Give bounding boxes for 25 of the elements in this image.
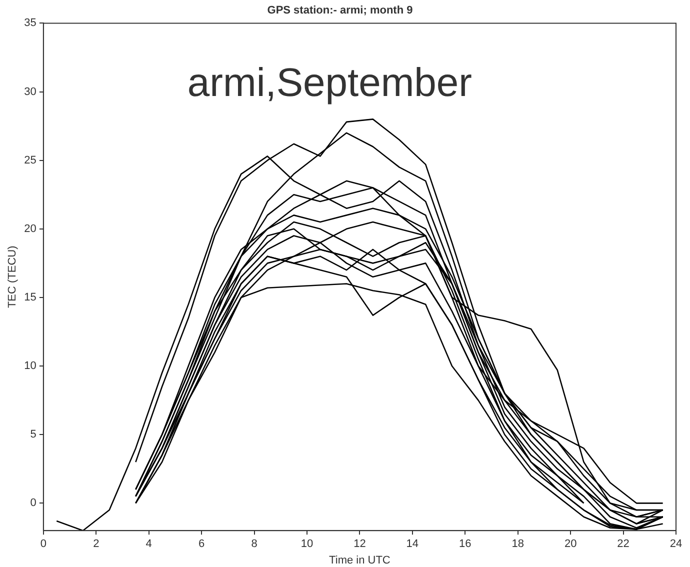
x-tick-label: 18 xyxy=(512,538,524,550)
x-tick-label: 24 xyxy=(670,538,682,550)
x-tick-label: 16 xyxy=(459,538,472,550)
x-tick-label: 12 xyxy=(354,538,366,550)
y-tick-label: 30 xyxy=(24,86,36,98)
y-tick-label: 25 xyxy=(24,154,36,166)
x-tick-label: 22 xyxy=(617,538,630,550)
y-axis-title: TEC (TECU) xyxy=(6,246,19,308)
x-tick-label: 8 xyxy=(251,538,258,550)
x-tick-label: 2 xyxy=(93,538,100,550)
y-tick-label: 35 xyxy=(24,17,36,30)
x-tick-label: 4 xyxy=(146,538,152,550)
y-tick-label: 5 xyxy=(30,428,36,441)
y-tick-label: 10 xyxy=(24,360,36,372)
x-tick-label: 0 xyxy=(40,538,46,550)
x-tick-label: 14 xyxy=(406,538,419,550)
y-tick-label: 20 xyxy=(24,222,36,235)
x-axis-title: Time in UTC xyxy=(329,554,390,566)
chart-title: GPS station:- armi; month 9 xyxy=(267,4,413,17)
x-tick-label: 10 xyxy=(300,538,314,550)
y-tick-label: 0 xyxy=(30,497,36,510)
annotation: armi,September xyxy=(187,61,472,106)
x-tick-label: 6 xyxy=(198,538,205,550)
y-tick-label: 15 xyxy=(24,292,36,304)
x-tick-label: 20 xyxy=(564,538,577,550)
